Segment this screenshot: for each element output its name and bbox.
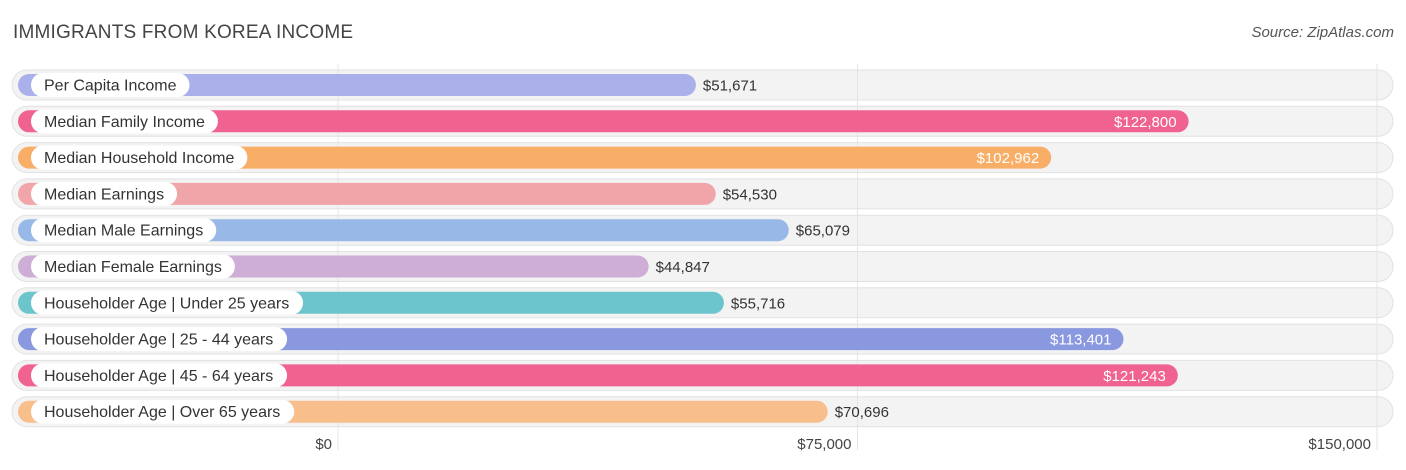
category-label: Median Female Earnings <box>44 259 222 276</box>
bar <box>18 328 1124 351</box>
value-label: $65,079 <box>796 223 850 240</box>
source-credit: Source: ZipAtlas.com <box>1251 24 1394 41</box>
category-label-pill <box>31 109 218 134</box>
category-label: Householder Age | Under 25 years <box>44 295 289 312</box>
value-label: $54,530 <box>723 186 777 203</box>
category-label: Per Capita Income <box>44 78 177 95</box>
category-label-pill <box>31 399 295 424</box>
value-label: $121,243 <box>1103 368 1166 385</box>
bar <box>18 182 716 205</box>
value-label: $113,401 <box>1050 332 1111 349</box>
x-tick-label: $75,000 <box>797 436 851 453</box>
value-label: $55,716 <box>731 295 785 312</box>
value-label: $44,847 <box>656 259 710 276</box>
bar <box>18 146 1052 169</box>
category-label-pill <box>31 73 190 97</box>
category-label-pill <box>31 145 248 170</box>
category-label-pill <box>31 363 288 388</box>
category-label: Householder Age | 25 - 44 years <box>44 332 273 349</box>
bar <box>18 364 1178 387</box>
category-label: Median Male Earnings <box>44 223 203 240</box>
value-label: $51,671 <box>703 78 757 95</box>
chart-title: IMMIGRANTS FROM KOREA INCOME <box>13 22 354 43</box>
value-label: $70,696 <box>835 404 889 421</box>
value-label: $102,962 <box>977 150 1040 167</box>
x-tick-label: $0 <box>315 436 332 453</box>
category-label-pill <box>31 327 288 352</box>
category-label-pill <box>31 290 304 315</box>
category-label-pill <box>31 181 178 206</box>
category-label: Median Family Income <box>44 114 205 131</box>
value-label: $122,800 <box>1114 114 1177 131</box>
x-tick-label: $150,000 <box>1308 436 1371 453</box>
category-label-pill <box>31 254 235 279</box>
category-label: Median Earnings <box>44 186 164 203</box>
category-label-pill <box>31 218 217 243</box>
category-label: Householder Age | 45 - 64 years <box>44 368 273 385</box>
category-label: Median Household Income <box>44 150 234 167</box>
category-label: Householder Age | Over 65 years <box>44 404 280 421</box>
bar <box>18 110 1189 133</box>
